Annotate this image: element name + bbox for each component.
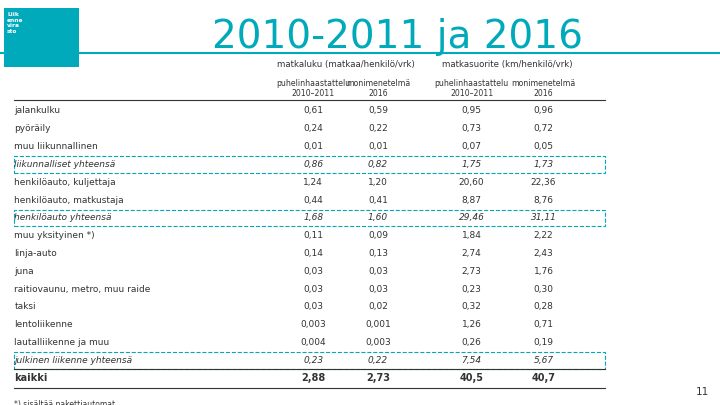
Text: 1,73: 1,73	[534, 160, 554, 169]
Text: 2,74: 2,74	[462, 249, 482, 258]
Text: 31,11: 31,11	[531, 213, 557, 222]
Text: 0,01: 0,01	[368, 142, 388, 151]
Text: 0,01: 0,01	[303, 142, 323, 151]
Text: 8,87: 8,87	[462, 196, 482, 205]
Text: *) sisältää pakettiautomat: *) sisältää pakettiautomat	[14, 400, 115, 405]
Text: 0,22: 0,22	[368, 356, 388, 365]
Text: 0,71: 0,71	[534, 320, 554, 329]
Text: 1,75: 1,75	[462, 160, 482, 169]
Text: henkilöauto, matkustaja: henkilöauto, matkustaja	[14, 196, 124, 205]
Text: 2016: 2016	[534, 90, 554, 98]
Text: 2,73: 2,73	[462, 267, 482, 276]
Text: juna: juna	[14, 267, 34, 276]
Text: 0,23: 0,23	[303, 356, 323, 365]
Text: 1,84: 1,84	[462, 231, 482, 240]
Text: jalankulku: jalankulku	[14, 107, 60, 115]
Text: linja-auto: linja-auto	[14, 249, 57, 258]
Text: 0,73: 0,73	[462, 124, 482, 133]
Text: raitiovaunu, metro, muu raide: raitiovaunu, metro, muu raide	[14, 285, 150, 294]
Bar	[14, 209, 605, 226]
Text: monimenetelmä: monimenetelmä	[346, 79, 410, 87]
Text: 0,22: 0,22	[368, 124, 388, 133]
Text: 0,09: 0,09	[368, 231, 388, 240]
Text: 0,61: 0,61	[303, 107, 323, 115]
Text: matkasuorite (km/henkilö/vrk): matkasuorite (km/henkilö/vrk)	[442, 60, 573, 69]
Text: 7,54: 7,54	[462, 356, 482, 365]
Text: 0,004: 0,004	[300, 338, 326, 347]
Text: 1,68: 1,68	[303, 213, 323, 222]
Text: 0,13: 0,13	[368, 249, 388, 258]
Text: matkaluku (matkaa/henkilö/vrk): matkaluku (matkaa/henkilö/vrk)	[276, 60, 415, 69]
Text: 0,07: 0,07	[462, 142, 482, 151]
Text: 0,03: 0,03	[368, 285, 388, 294]
Text: 0,26: 0,26	[462, 338, 482, 347]
Text: 1,24: 1,24	[303, 178, 323, 187]
Text: 0,95: 0,95	[462, 107, 482, 115]
Text: Liik
enne
vira
sto: Liik enne vira sto	[7, 12, 24, 34]
Text: 40,5: 40,5	[459, 373, 484, 383]
Text: 2010–2011: 2010–2011	[450, 90, 493, 98]
Text: 0,59: 0,59	[368, 107, 388, 115]
Text: 1,26: 1,26	[462, 320, 482, 329]
Text: 0,30: 0,30	[534, 285, 554, 294]
Text: 0,03: 0,03	[368, 267, 388, 276]
Text: puhelinhaastattelu: puhelinhaastattelu	[276, 79, 351, 87]
FancyBboxPatch shape	[4, 8, 79, 67]
Text: 0,11: 0,11	[303, 231, 323, 240]
Text: 0,003: 0,003	[365, 338, 391, 347]
Text: kaikki: kaikki	[14, 373, 48, 383]
Text: 0,32: 0,32	[462, 303, 482, 311]
Text: 2,43: 2,43	[534, 249, 554, 258]
Text: 0,001: 0,001	[365, 320, 391, 329]
Text: 0,44: 0,44	[303, 196, 323, 205]
Text: henkilöauto, kuljettaja: henkilöauto, kuljettaja	[14, 178, 116, 187]
Bar	[14, 156, 605, 173]
Text: muu yksityinen *): muu yksityinen *)	[14, 231, 95, 240]
Text: 0,03: 0,03	[303, 303, 323, 311]
Text: 0,23: 0,23	[462, 285, 482, 294]
Text: 8,76: 8,76	[534, 196, 554, 205]
Bar	[14, 352, 605, 369]
Text: 0,03: 0,03	[303, 267, 323, 276]
Text: 1,20: 1,20	[368, 178, 388, 187]
Text: 2010-2011 ja 2016: 2010-2011 ja 2016	[212, 18, 583, 56]
Text: 0,82: 0,82	[368, 160, 388, 169]
Text: 2,22: 2,22	[534, 231, 554, 240]
Text: 2016: 2016	[368, 90, 388, 98]
Text: 11: 11	[696, 387, 709, 397]
Text: 0,86: 0,86	[303, 160, 323, 169]
Text: puhelinhaastattelu: puhelinhaastattelu	[434, 79, 509, 87]
Text: 2,88: 2,88	[301, 373, 325, 383]
Text: 0,24: 0,24	[303, 124, 323, 133]
Text: 0,003: 0,003	[300, 320, 326, 329]
Text: monimenetelmä: monimenetelmä	[511, 79, 576, 87]
Text: 0,19: 0,19	[534, 338, 554, 347]
Text: 0,72: 0,72	[534, 124, 554, 133]
Text: 1,60: 1,60	[368, 213, 388, 222]
Text: 0,28: 0,28	[534, 303, 554, 311]
Text: 22,36: 22,36	[531, 178, 557, 187]
Text: henkilöauto yhteensä: henkilöauto yhteensä	[14, 213, 112, 222]
Text: 0,41: 0,41	[368, 196, 388, 205]
Text: 0,05: 0,05	[534, 142, 554, 151]
Text: julkinen liikenne yhteensä: julkinen liikenne yhteensä	[14, 356, 132, 365]
Text: 2010–2011: 2010–2011	[292, 90, 335, 98]
Text: lentoliikenne: lentoliikenne	[14, 320, 73, 329]
Text: 5,67: 5,67	[534, 356, 554, 365]
Text: pyöräily: pyöräily	[14, 124, 51, 133]
Text: 0,03: 0,03	[303, 285, 323, 294]
Text: 40,7: 40,7	[531, 373, 556, 383]
Text: taksi: taksi	[14, 303, 36, 311]
Text: 0,14: 0,14	[303, 249, 323, 258]
Text: lautalliikenne ja muu: lautalliikenne ja muu	[14, 338, 109, 347]
Text: 0,96: 0,96	[534, 107, 554, 115]
Text: liikunnalliset yhteensä: liikunnalliset yhteensä	[14, 160, 116, 169]
Text: muu liikunnallinen: muu liikunnallinen	[14, 142, 98, 151]
Text: 20,60: 20,60	[459, 178, 485, 187]
Text: 1,76: 1,76	[534, 267, 554, 276]
Text: 2,73: 2,73	[366, 373, 390, 383]
Text: 29,46: 29,46	[459, 213, 485, 222]
Text: 0,02: 0,02	[368, 303, 388, 311]
